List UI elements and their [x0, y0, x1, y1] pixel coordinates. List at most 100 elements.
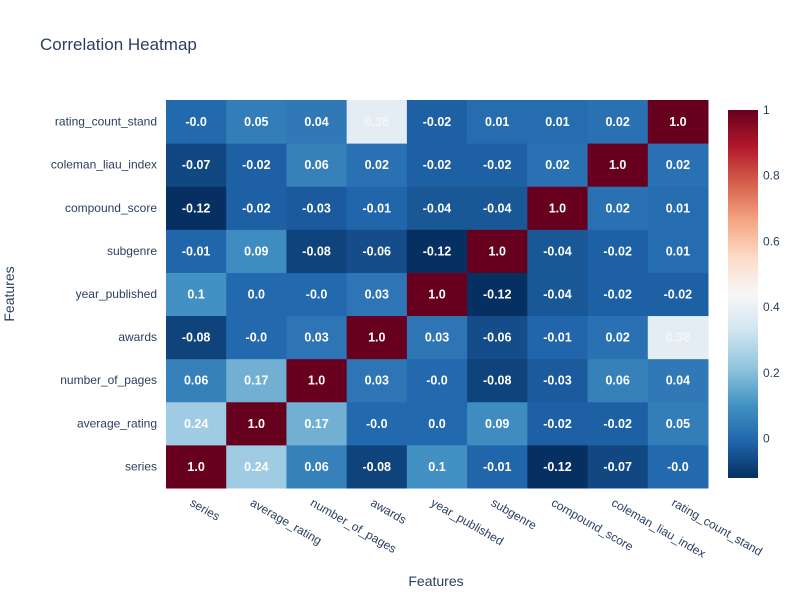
heatmap-cell-value: 1.0 — [669, 115, 686, 129]
y-tick-label: awards — [118, 330, 157, 344]
heatmap-cell — [286, 229, 348, 273]
y-axis-title: Features — [1, 266, 17, 321]
heatmap-cell — [527, 358, 589, 403]
heatmap-cell — [647, 444, 709, 489]
heatmap-cell-value: 0.06 — [304, 460, 328, 474]
y-tick-label: average_rating — [77, 416, 157, 430]
heatmap-cell — [166, 315, 227, 360]
heatmap-cell-value: -0.02 — [242, 158, 271, 172]
y-tick-label: year_published — [76, 287, 157, 301]
heatmap-cell — [226, 229, 287, 273]
heatmap-cell-value: 1.0 — [308, 374, 325, 388]
heatmap-cell — [527, 315, 589, 360]
heatmap-cell — [286, 444, 348, 489]
heatmap-cell-value: 0.09 — [244, 244, 268, 258]
heatmap-cell-value: 0.02 — [605, 115, 629, 129]
heatmap-cell — [587, 272, 649, 317]
heatmap-cell — [346, 358, 408, 403]
heatmap-cell-value: -0.0 — [366, 417, 388, 431]
heatmap-cell-value: -0.02 — [483, 158, 512, 172]
heatmap-cell-value: -0.08 — [182, 331, 211, 345]
heatmap-cell-value: 0.06 — [605, 374, 629, 388]
x-axis-title: Features — [408, 573, 463, 589]
heatmap-cell-value: 0.38 — [666, 331, 690, 345]
heatmap-cell — [587, 315, 649, 360]
heatmap-cell-value: -0.12 — [182, 201, 211, 215]
heatmap-cell-labels: 1.0 0.24 0.06 -0.08 0.1 -0.01 -0.12 -0.07 -0.0 0.… — [182, 115, 692, 474]
y-axis-tick-labels: series average_rating number_of_pages award… — [51, 115, 157, 474]
heatmap-cell — [346, 315, 408, 360]
heatmap-cell — [647, 100, 709, 144]
heatmap-cell-value: -0.02 — [664, 288, 693, 302]
heatmap-cell — [527, 444, 589, 489]
heatmap-cell — [286, 401, 348, 446]
heatmap-cell-value: -0.02 — [603, 244, 632, 258]
heatmap-cell — [226, 315, 287, 360]
heatmap-cell — [587, 358, 649, 403]
heatmap-cell — [406, 315, 468, 360]
heatmap-cell-value: 0.17 — [304, 417, 328, 431]
colorbar-gradient — [728, 110, 758, 478]
heatmap-cell-value: 0.04 — [304, 115, 328, 129]
y-tick-label: rating_count_stand — [55, 115, 157, 129]
heatmap-cell-value: -0.02 — [603, 417, 632, 431]
heatmap-cell — [406, 358, 468, 403]
heatmap-cell-value: 0.03 — [304, 331, 328, 345]
colorbar-tick-label: 0 — [763, 432, 770, 446]
heatmap-cell-value: -0.0 — [246, 331, 268, 345]
heatmap-cell — [467, 315, 528, 360]
heatmap-cell — [527, 229, 589, 273]
heatmap-cell-value: -0.01 — [543, 331, 572, 345]
colorbar-tick-label: 0.2 — [763, 366, 780, 380]
heatmap-cell-value: -0.04 — [483, 201, 512, 215]
heatmap-cell — [226, 100, 287, 144]
colorbar-tick-label: 1 — [763, 103, 770, 117]
chart-title: Correlation Heatmap — [40, 35, 197, 54]
heatmap-cell — [226, 186, 287, 230]
heatmap-cell-value: -0.08 — [363, 460, 392, 474]
heatmap-cell — [166, 143, 227, 187]
heatmap-cell-value: 0.38 — [365, 115, 389, 129]
heatmap-cell-value: -0.01 — [363, 201, 392, 215]
heatmap-cell — [166, 229, 227, 273]
heatmap-cell — [527, 272, 589, 317]
heatmap-cell-value: 0.24 — [244, 460, 268, 474]
heatmap-cell-value: -0.06 — [363, 244, 392, 258]
heatmap-cell — [467, 358, 528, 403]
heatmap-cell-value: 1.0 — [489, 244, 506, 258]
heatmap-cell-value: -0.03 — [302, 201, 331, 215]
heatmap-cell-value: 0.01 — [666, 201, 690, 215]
heatmap-cell — [346, 272, 408, 317]
heatmap-cell — [166, 186, 227, 230]
heatmap-cell — [527, 143, 589, 187]
heatmap-cell-value: -0.04 — [423, 201, 452, 215]
colorbar: 0 0.2 0.4 0.6 0.8 1 — [728, 103, 780, 478]
heatmap-cell — [166, 358, 227, 403]
heatmap-cell — [406, 401, 468, 446]
heatmap-cell-value: 0.05 — [666, 417, 690, 431]
heatmap-cell — [467, 143, 528, 187]
y-tick-label: number_of_pages — [60, 373, 157, 387]
heatmap-cell-value: -0.0 — [185, 115, 207, 129]
heatmap-cell-value: -0.06 — [483, 331, 512, 345]
heatmap-cell-value: -0.12 — [423, 244, 452, 258]
heatmap-cell — [406, 229, 468, 273]
heatmap-cell-value: -0.0 — [667, 460, 689, 474]
heatmap-cell-value: 1.0 — [549, 201, 566, 215]
heatmap-cell — [166, 272, 227, 317]
heatmap-cell-value: -0.02 — [603, 288, 632, 302]
heatmap-cell-value: 0.02 — [605, 201, 629, 215]
heatmap-cell — [587, 401, 649, 446]
heatmap-cell — [286, 315, 348, 360]
heatmap-cell-value: -0.0 — [426, 374, 448, 388]
heatmap-cell-value: -0.07 — [603, 460, 632, 474]
heatmap-cell — [647, 229, 709, 273]
heatmap-cell-value: -0.0 — [306, 288, 328, 302]
heatmap-cell — [467, 229, 528, 273]
y-tick-label: subgenre — [107, 244, 157, 258]
heatmap-cell-value: 0.1 — [428, 460, 445, 474]
heatmap-cell — [467, 186, 528, 230]
heatmap-cell — [346, 186, 408, 230]
heatmap-cell-value: -0.02 — [543, 417, 572, 431]
